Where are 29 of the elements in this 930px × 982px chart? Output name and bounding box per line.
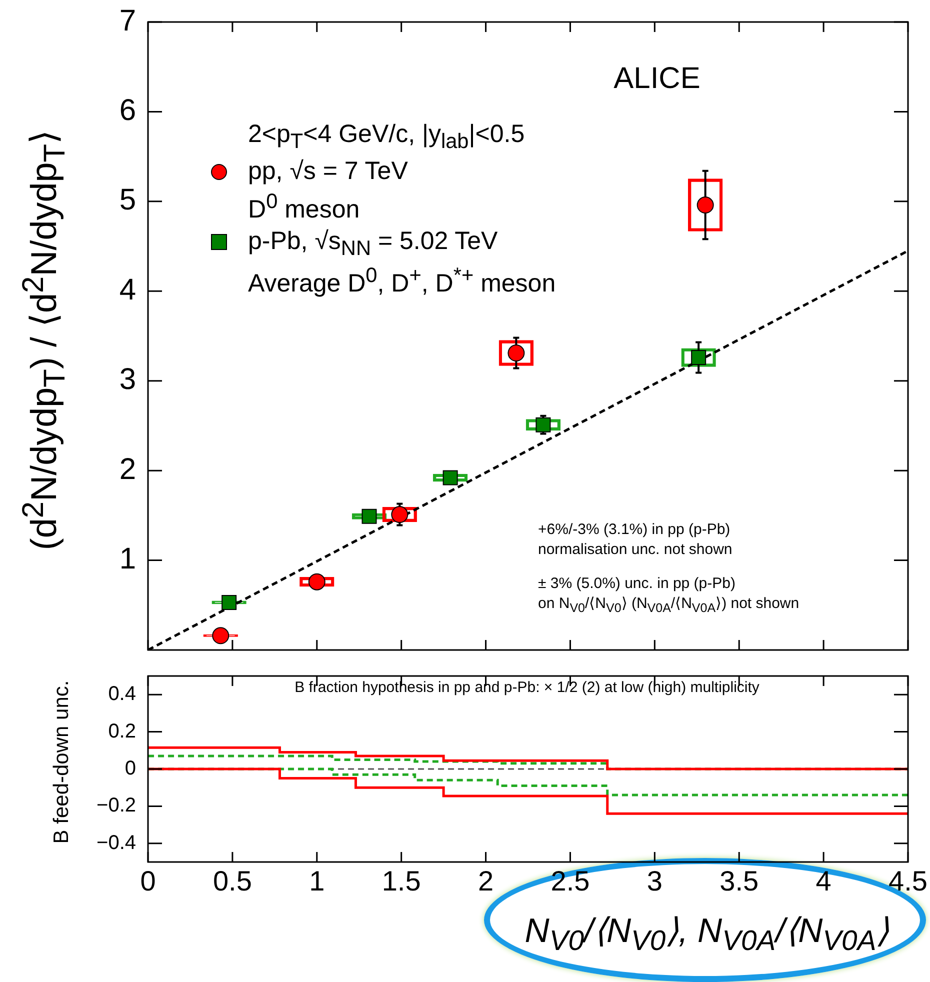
- x-tick-label: 2: [478, 866, 494, 897]
- x-tick-label: 4.5: [888, 866, 928, 897]
- y-tick-label: 3: [119, 363, 136, 396]
- x-tick-label: 0.5: [212, 866, 252, 897]
- x-tick-label: 3.5: [720, 866, 759, 897]
- text: p-Pb, √s$_{NN}$ = 5.02 TeV Average D$^{0}$, D$^{+}$, D$^{*+}$ meson: [248, 227, 556, 298]
- y-tick-label: 5: [119, 184, 136, 217]
- x-tick-label: 4: [816, 866, 832, 897]
- y-tick-label: 0: [124, 758, 136, 780]
- y-tick-label: −0.4: [96, 832, 136, 854]
- y-tick-label: −0.2: [96, 794, 136, 817]
- annotation: B fraction hypothesis in pp and p-Pb: × 1/2 (2) at low (high) multiplicity: [294, 678, 760, 698]
- y-tick-label: 7: [119, 4, 136, 38]
- x-tick-label: 1: [309, 866, 325, 897]
- x-tick-label: 1.5: [382, 866, 421, 897]
- text: ALICE: [614, 62, 700, 96]
- x-tick-label: 0: [140, 866, 156, 897]
- legend-title: 2<p$_{T}$<4 GeV/c, |y$_{lab}$|<0.5: [247, 119, 526, 155]
- annotation: +6%/-3% (3.1%) in pp (p-Pb) normalisation unc. not shown: [538, 520, 732, 559]
- text: ± 3% (5.0%) unc. in pp (p-Pb) on N$_{V0}$/⟨N$_{V0}$⟩ (N$_{V0A}$/⟨N$_{V0A}$⟩) not shown: [538, 575, 800, 614]
- x-tick-label: 3: [646, 866, 662, 897]
- y-axis-title: B feed-down unc.: [50, 680, 74, 844]
- y-tick-label: 0.4: [108, 683, 136, 706]
- y-tick-label: 4: [119, 273, 136, 306]
- y-tick-label: 6: [119, 94, 136, 127]
- text: N$_{V0}$/⟨N$_{V0}$⟩, N$_{V0A}$/⟨N$_{V0A}$⟩: [524, 912, 890, 957]
- y-tick-label: 1: [119, 542, 136, 576]
- y-tick-label: 0.2: [108, 720, 136, 742]
- y-tick-label: 2: [119, 452, 136, 486]
